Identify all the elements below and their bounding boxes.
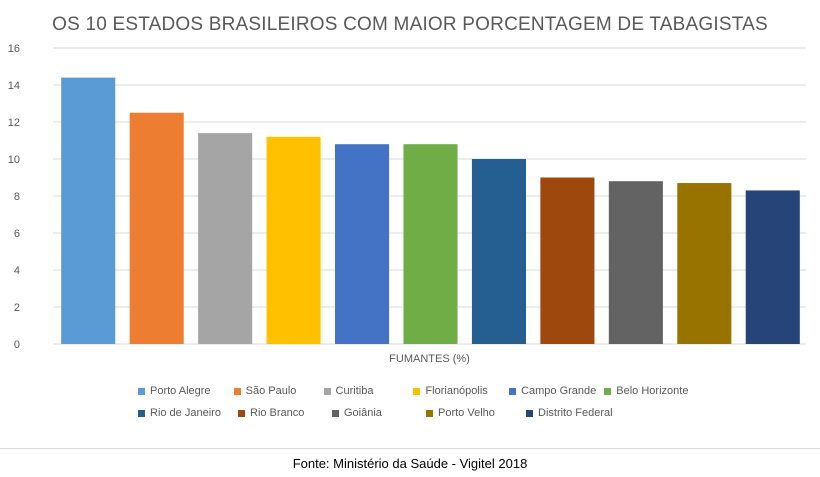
y-tick-label: 8 [14,191,20,203]
chart-title: OS 10 ESTADOS BRASILEIROS COM MAIOR PORC… [52,14,768,35]
legend-label: São Paulo [245,385,297,397]
bar-porto-alegre [61,77,116,344]
legend-swatch [509,387,517,395]
legend-swatch [604,387,612,395]
bar-rio-de-janeiro [471,159,526,344]
legend-swatch [526,409,533,417]
y-tick-label: 2 [14,302,20,314]
legend-label: Belo Horizonte [616,385,689,397]
y-tick-label: 10 [8,154,20,166]
chart-panel: OS 10 ESTADOS BRASILEIROS COM MAIOR PORC… [0,14,820,449]
bar-porto-velho [677,183,732,344]
legend-label: Rio Branco [250,407,305,419]
bar-distrito-federal [745,190,800,344]
legend-label: Campo Grande [521,385,597,397]
legend-label: Goiânia [344,407,382,419]
bar-chart: 0 2 4 6 8 10 12 14 16 FUMANTES (%) [8,43,806,365]
bar-sao-paulo [129,112,184,344]
legend-item: Rio Branco [238,407,324,419]
legend-swatch [138,387,145,395]
legend-label: Rio de Janeiro [150,407,221,419]
bar-goiania [608,181,663,344]
legend-label: Distrito Federal [538,407,613,419]
legend-swatch [233,387,241,395]
legend-item: Florianópolis [413,385,501,397]
y-tick-label: 14 [8,80,20,92]
bar-rio-branco [540,177,595,344]
chart-legend: Porto Alegre São Paulo Curitiba Florianópol… [138,380,698,424]
legend-swatch [323,387,331,395]
legend-row: Rio de Janeiro Rio Branco Goiânia Porto Vel… [138,402,698,424]
y-tick-label: 16 [8,43,20,55]
legend-item: Curitiba [323,385,406,397]
legend-label: Porto Velho [438,407,495,419]
legend-item: Rio de Janeiro [138,407,230,419]
source-caption: Fonte: Ministério da Saúde - Vigitel 201… [292,456,528,471]
legend-swatch [332,409,339,417]
x-axis-label: FUMANTES (%) [389,353,470,365]
legend-item: Porto Alegre [138,385,226,397]
legend-item: Campo Grande [509,385,596,397]
y-tick-label: 6 [14,228,20,240]
bar-campo-grande [335,144,390,344]
y-tick-label: 0 [14,339,20,351]
legend-swatch [138,409,145,417]
legend-label: Porto Alegre [150,385,211,397]
bar-curitiba [198,133,253,344]
bar-belo-horizonte [403,144,458,344]
y-tick-label: 4 [14,265,20,277]
bar-florianopolis [266,136,321,344]
legend-label: Florianópolis [425,385,488,397]
legend-swatch [413,387,421,395]
legend-item: Distrito Federal [526,407,626,419]
legend-row: Porto Alegre São Paulo Curitiba Florianópol… [138,380,698,402]
legend-label: Curitiba [335,385,374,397]
y-tick-label: 12 [8,117,20,129]
legend-item: São Paulo [233,385,316,397]
legend-item: Belo Horizonte [604,385,690,397]
legend-item: Goiânia [332,407,418,419]
legend-swatch [238,409,245,417]
legend-item: Porto Velho [426,407,518,419]
legend-swatch [426,409,433,417]
